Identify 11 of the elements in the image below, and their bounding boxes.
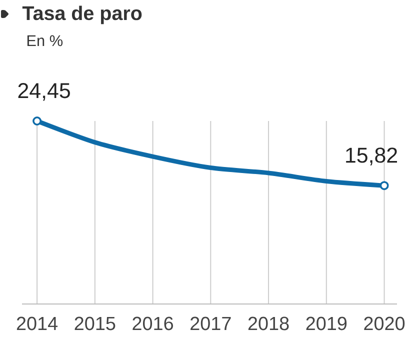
x-tick-label: 2014 [16,316,58,330]
x-tick-label: 2016 [132,316,173,330]
x-tick-label: 2015 [74,316,116,330]
x-tick-label: 2017 [190,316,231,330]
x-tick-label: 2018 [248,316,289,330]
chart-subtitle: En % [27,35,63,46]
x-tick-label: 2019 [306,316,347,330]
data-label: 24,45 [18,83,70,101]
chart-title: Tasa de paro [22,6,142,24]
data-label: 15,82 [346,148,397,166]
x-tick-label: 2020 [364,316,405,330]
